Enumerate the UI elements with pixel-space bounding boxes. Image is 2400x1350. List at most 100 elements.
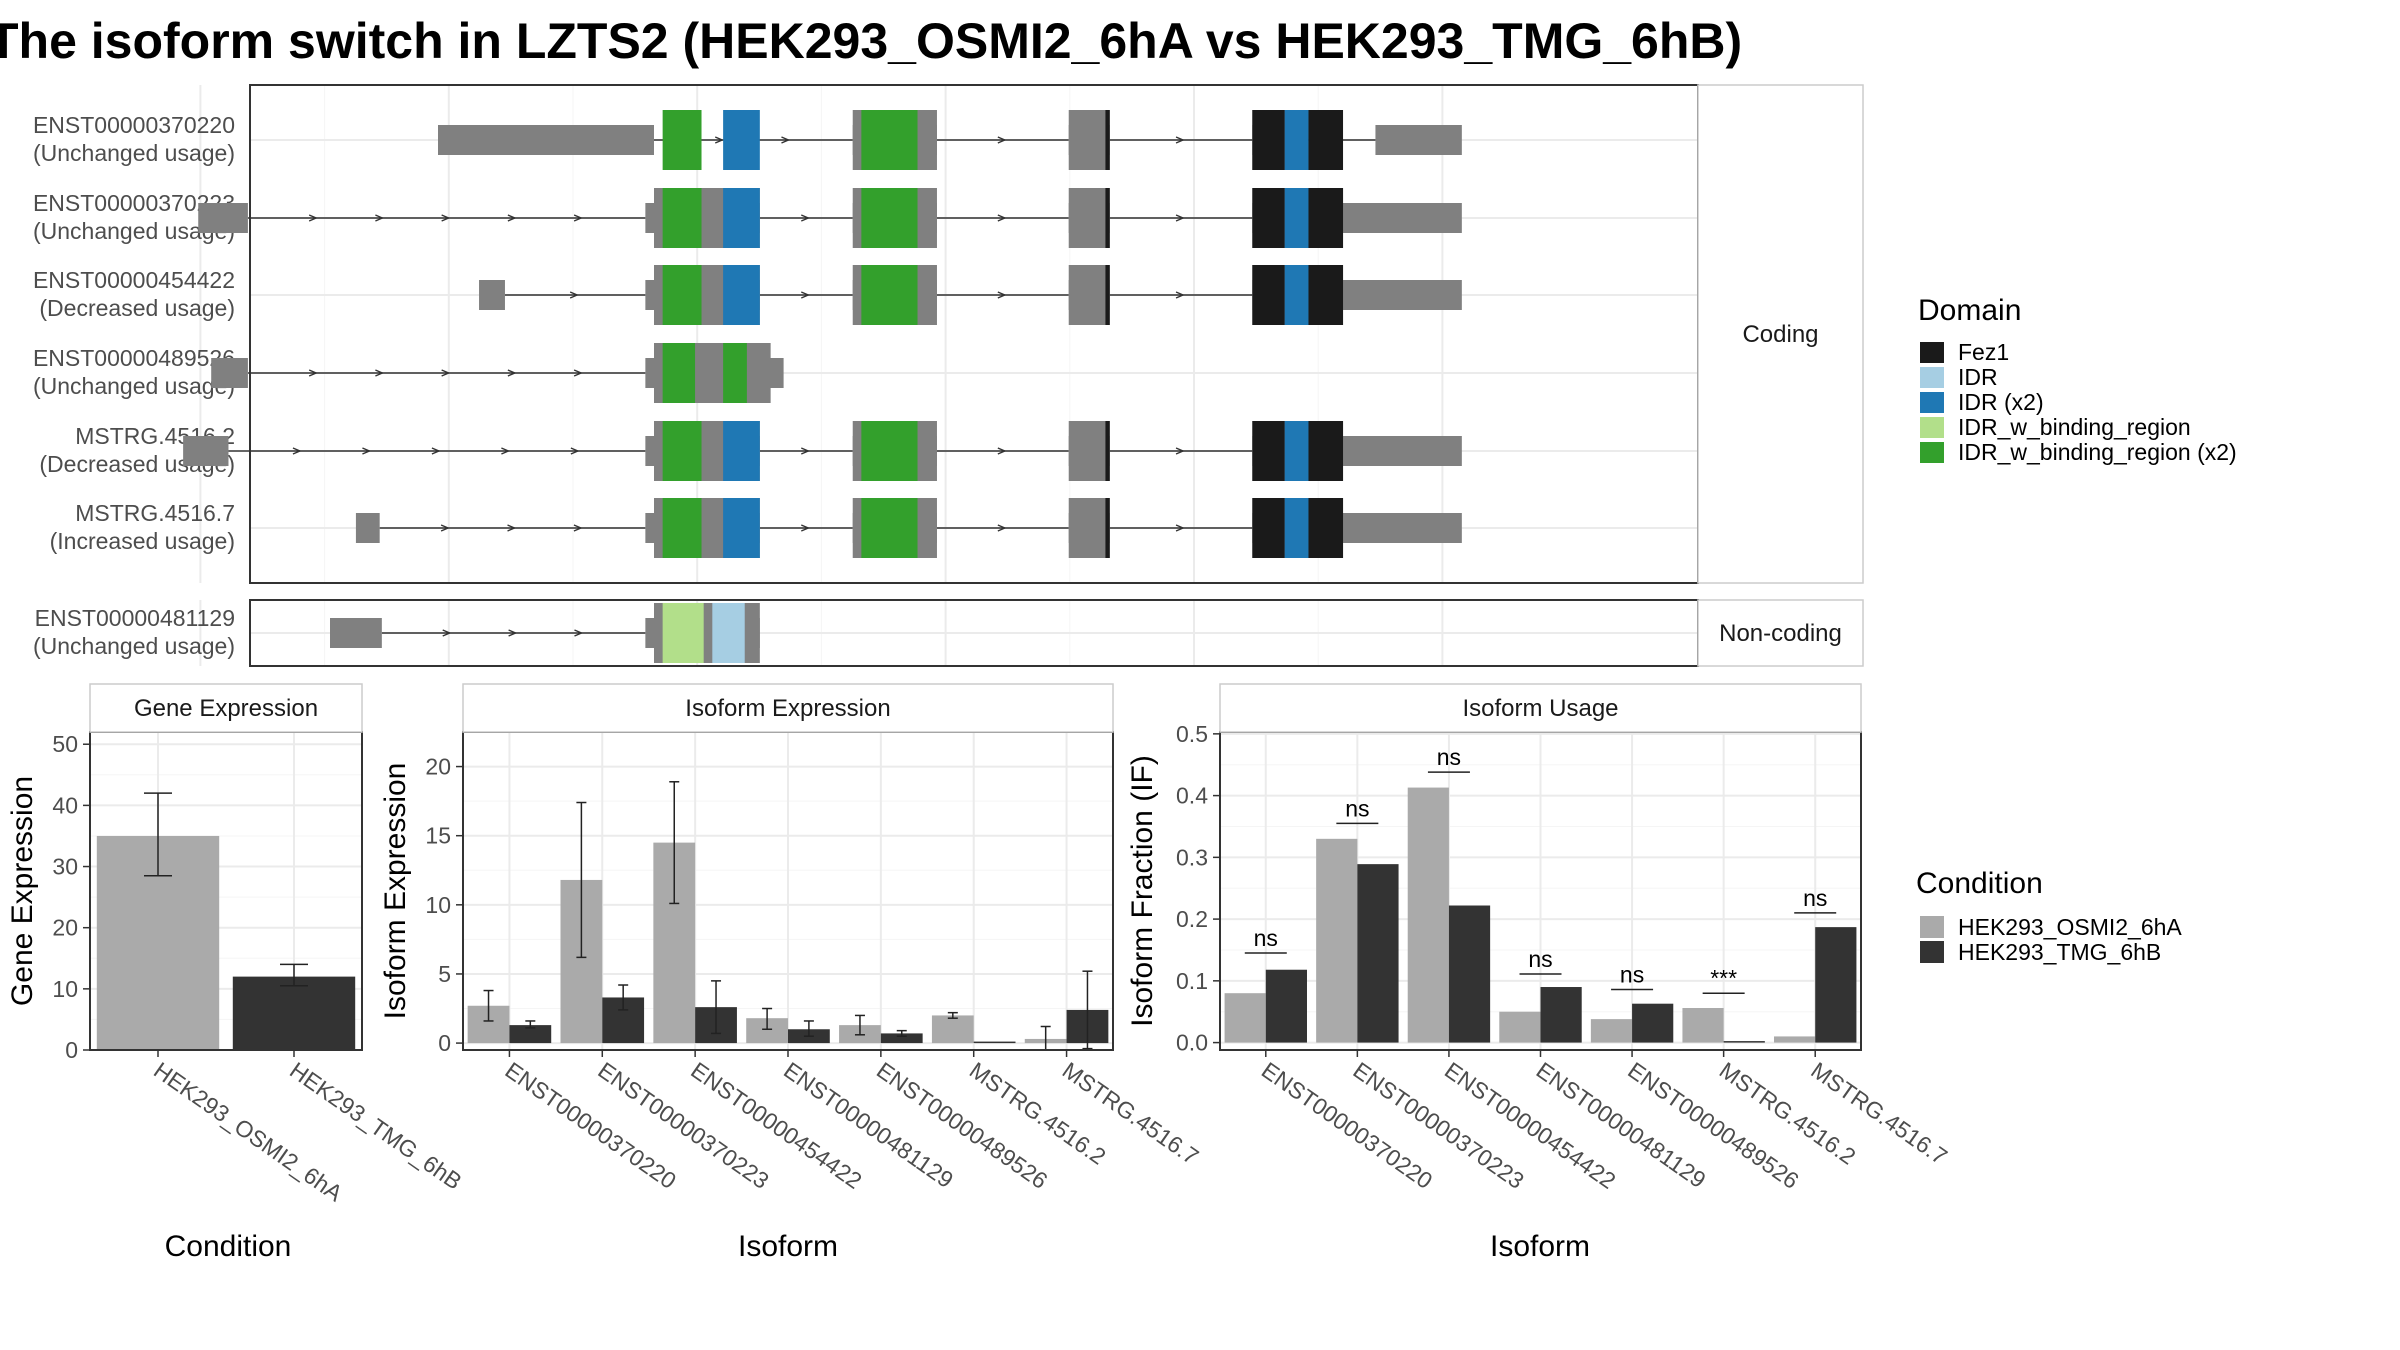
intron-arrow [997, 291, 1007, 299]
domain-fez1 [1308, 265, 1344, 325]
bar-hek293-tmg-6hb [509, 1025, 552, 1044]
condition-legend-label: HEK293_TMG_6hB [1958, 939, 2161, 965]
exon-utr [198, 203, 248, 233]
x-axis-title: Condition [165, 1230, 292, 1263]
intron-arrow [431, 447, 441, 455]
domain-fez1 [1308, 188, 1344, 248]
domain-legend-key [1920, 342, 1944, 363]
domain-idr [712, 603, 745, 663]
condition-legend-title: Condition [1916, 867, 2043, 900]
x-axis-title: Isoform [1490, 1230, 1590, 1263]
y-tick-label: 0.1 [1176, 968, 1208, 994]
intron-arrow [570, 447, 580, 455]
transcript-id-label: ENST00000481129 [35, 605, 235, 631]
bar [232, 976, 356, 1050]
bar-hek293-tmg-6hb [1357, 864, 1399, 1043]
domain-idr-binding-x2 [662, 421, 702, 481]
intron-arrow [573, 524, 583, 532]
intron-arrow [801, 291, 811, 299]
domain-idr-x2 [723, 188, 760, 248]
y-tick-label: 0.5 [1176, 721, 1208, 747]
figure-title: The isoform switch in LZTS2 (HEK293_OSMI… [0, 13, 1742, 69]
y-tick-label: 10 [52, 976, 78, 1002]
intron-arrow [1175, 214, 1185, 222]
intron-arrow [801, 524, 811, 532]
intron-arrow [440, 524, 450, 532]
domain-legend-key [1920, 367, 1944, 388]
transcript-id-label: ENST00000489526 [33, 345, 235, 371]
domain-idr-x2 [723, 110, 760, 170]
domain-idr-binding-x2 [861, 188, 918, 248]
y-tick-label: 0.2 [1176, 906, 1208, 932]
domain-idr-binding [662, 603, 704, 663]
intron-arrow [441, 369, 451, 377]
x-tick-label: ENST00000454422 [1440, 1057, 1620, 1194]
domain-idr-x2 [1284, 265, 1309, 325]
exon-utr [330, 618, 382, 648]
domain-fez1 [1105, 265, 1110, 325]
x-tick-label: ENST00000370223 [593, 1057, 773, 1194]
intron-arrow [507, 524, 517, 532]
domain-fez1 [1105, 110, 1110, 170]
intron-arrow [997, 524, 1007, 532]
domain-fez1 [1105, 421, 1110, 481]
y-tick-label: 0.0 [1176, 1030, 1208, 1056]
domain-idr-x2 [723, 421, 760, 481]
intron-arrow [997, 214, 1007, 222]
intron-arrow [308, 214, 318, 222]
x-tick-label: ENST00000481129 [1532, 1057, 1711, 1193]
exon-cds [1068, 265, 1110, 325]
domain-legend-label: IDR_w_binding_region [1958, 414, 2191, 440]
intron-arrow [781, 136, 791, 144]
significance-label: ns [1345, 795, 1369, 821]
exon-utr [479, 280, 505, 310]
bar-hek293-osmi2-6ha [1224, 993, 1266, 1043]
condition-legend-key [1920, 916, 1944, 938]
expression-charts: Gene Expression01020304050HEK293_OSMI2_6… [6, 683, 1952, 1263]
transcript-structure-panel: ENST00000370220(Unchanged usage) ENST0000… [33, 84, 1864, 667]
domain-fez1 [1308, 110, 1344, 170]
domain-fez1 [1308, 421, 1344, 481]
y-tick-label: 0 [438, 1030, 451, 1056]
condition-legend-key [1920, 941, 1944, 963]
exon-utr [183, 436, 229, 466]
bar-hek293-tmg-6hb [1723, 1041, 1765, 1043]
domain-idr-binding-x2 [723, 343, 747, 403]
exon-cds [1068, 498, 1110, 558]
condition-legend-label: HEK293_OSMI2_6hA [1958, 914, 2182, 940]
domain-idr-binding-x2 [662, 498, 702, 558]
y-tick-label: 20 [52, 915, 78, 941]
domain-idr-binding-x2 [861, 110, 918, 170]
transcript-ENST00000454422: ENST00000454422(Decreased usage) [33, 265, 1698, 325]
intron-arrow [801, 447, 811, 455]
panel-title: Gene Expression [134, 695, 318, 722]
bar-hek293-tmg-6hb [1632, 1003, 1674, 1043]
transcript-ENST00000489526: ENST00000489526(Unchanged usage) [33, 343, 1698, 403]
domain-fez1 [1308, 498, 1344, 558]
bar-hek293-osmi2-6ha [1682, 1008, 1724, 1043]
exon-utr [355, 513, 380, 543]
domain-legend-key [1920, 442, 1944, 463]
y-tick-label: 0 [65, 1037, 78, 1063]
transcript-MSTRG.4516.7: MSTRG.4516.7(Increased usage) [50, 498, 1698, 558]
domain-fez1 [1252, 265, 1285, 325]
intron-arrow [573, 369, 583, 377]
y-tick-label: 50 [52, 731, 78, 757]
transcript-ENST00000370220: ENST00000370220(Unchanged usage) [33, 110, 1698, 170]
intron-arrow [714, 136, 725, 144]
x-axis-title: Isoform [738, 1230, 838, 1263]
panel-strip [89, 683, 363, 733]
intron-arrow [574, 629, 584, 637]
intron-arrow [1175, 524, 1185, 532]
intron-arrow [507, 214, 517, 222]
significance-label: ns [1528, 946, 1552, 972]
transcript-id-label: ENST00000454422 [33, 267, 235, 293]
intron-arrow [1175, 447, 1185, 455]
domain-fez1 [1252, 110, 1285, 170]
domain-fez1 [1105, 498, 1110, 558]
transcript-usage-label: (Increased usage) [50, 528, 235, 554]
intron-arrow [441, 214, 451, 222]
domain-idr-x2 [723, 265, 760, 325]
domain-idr-x2 [1284, 188, 1309, 248]
